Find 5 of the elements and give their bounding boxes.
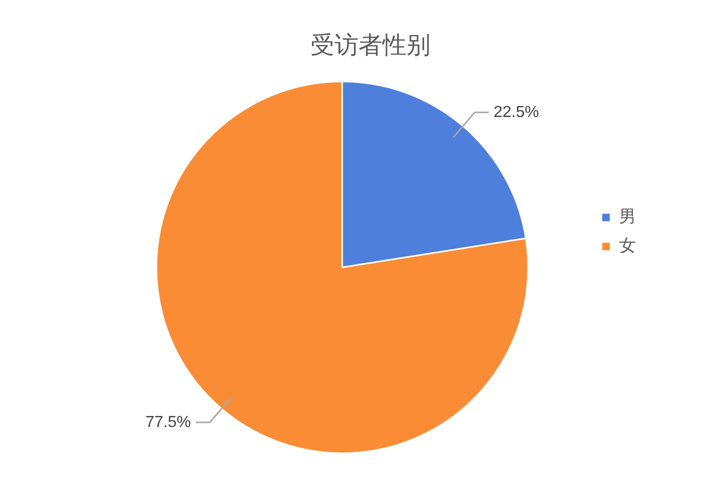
chart-title: 受访者性别	[310, 32, 430, 60]
legend-label: 女	[619, 236, 636, 256]
data-label: 77.5%	[145, 414, 191, 431]
data-label: 22.5%	[494, 104, 540, 121]
legend-label: 男	[619, 207, 636, 226]
